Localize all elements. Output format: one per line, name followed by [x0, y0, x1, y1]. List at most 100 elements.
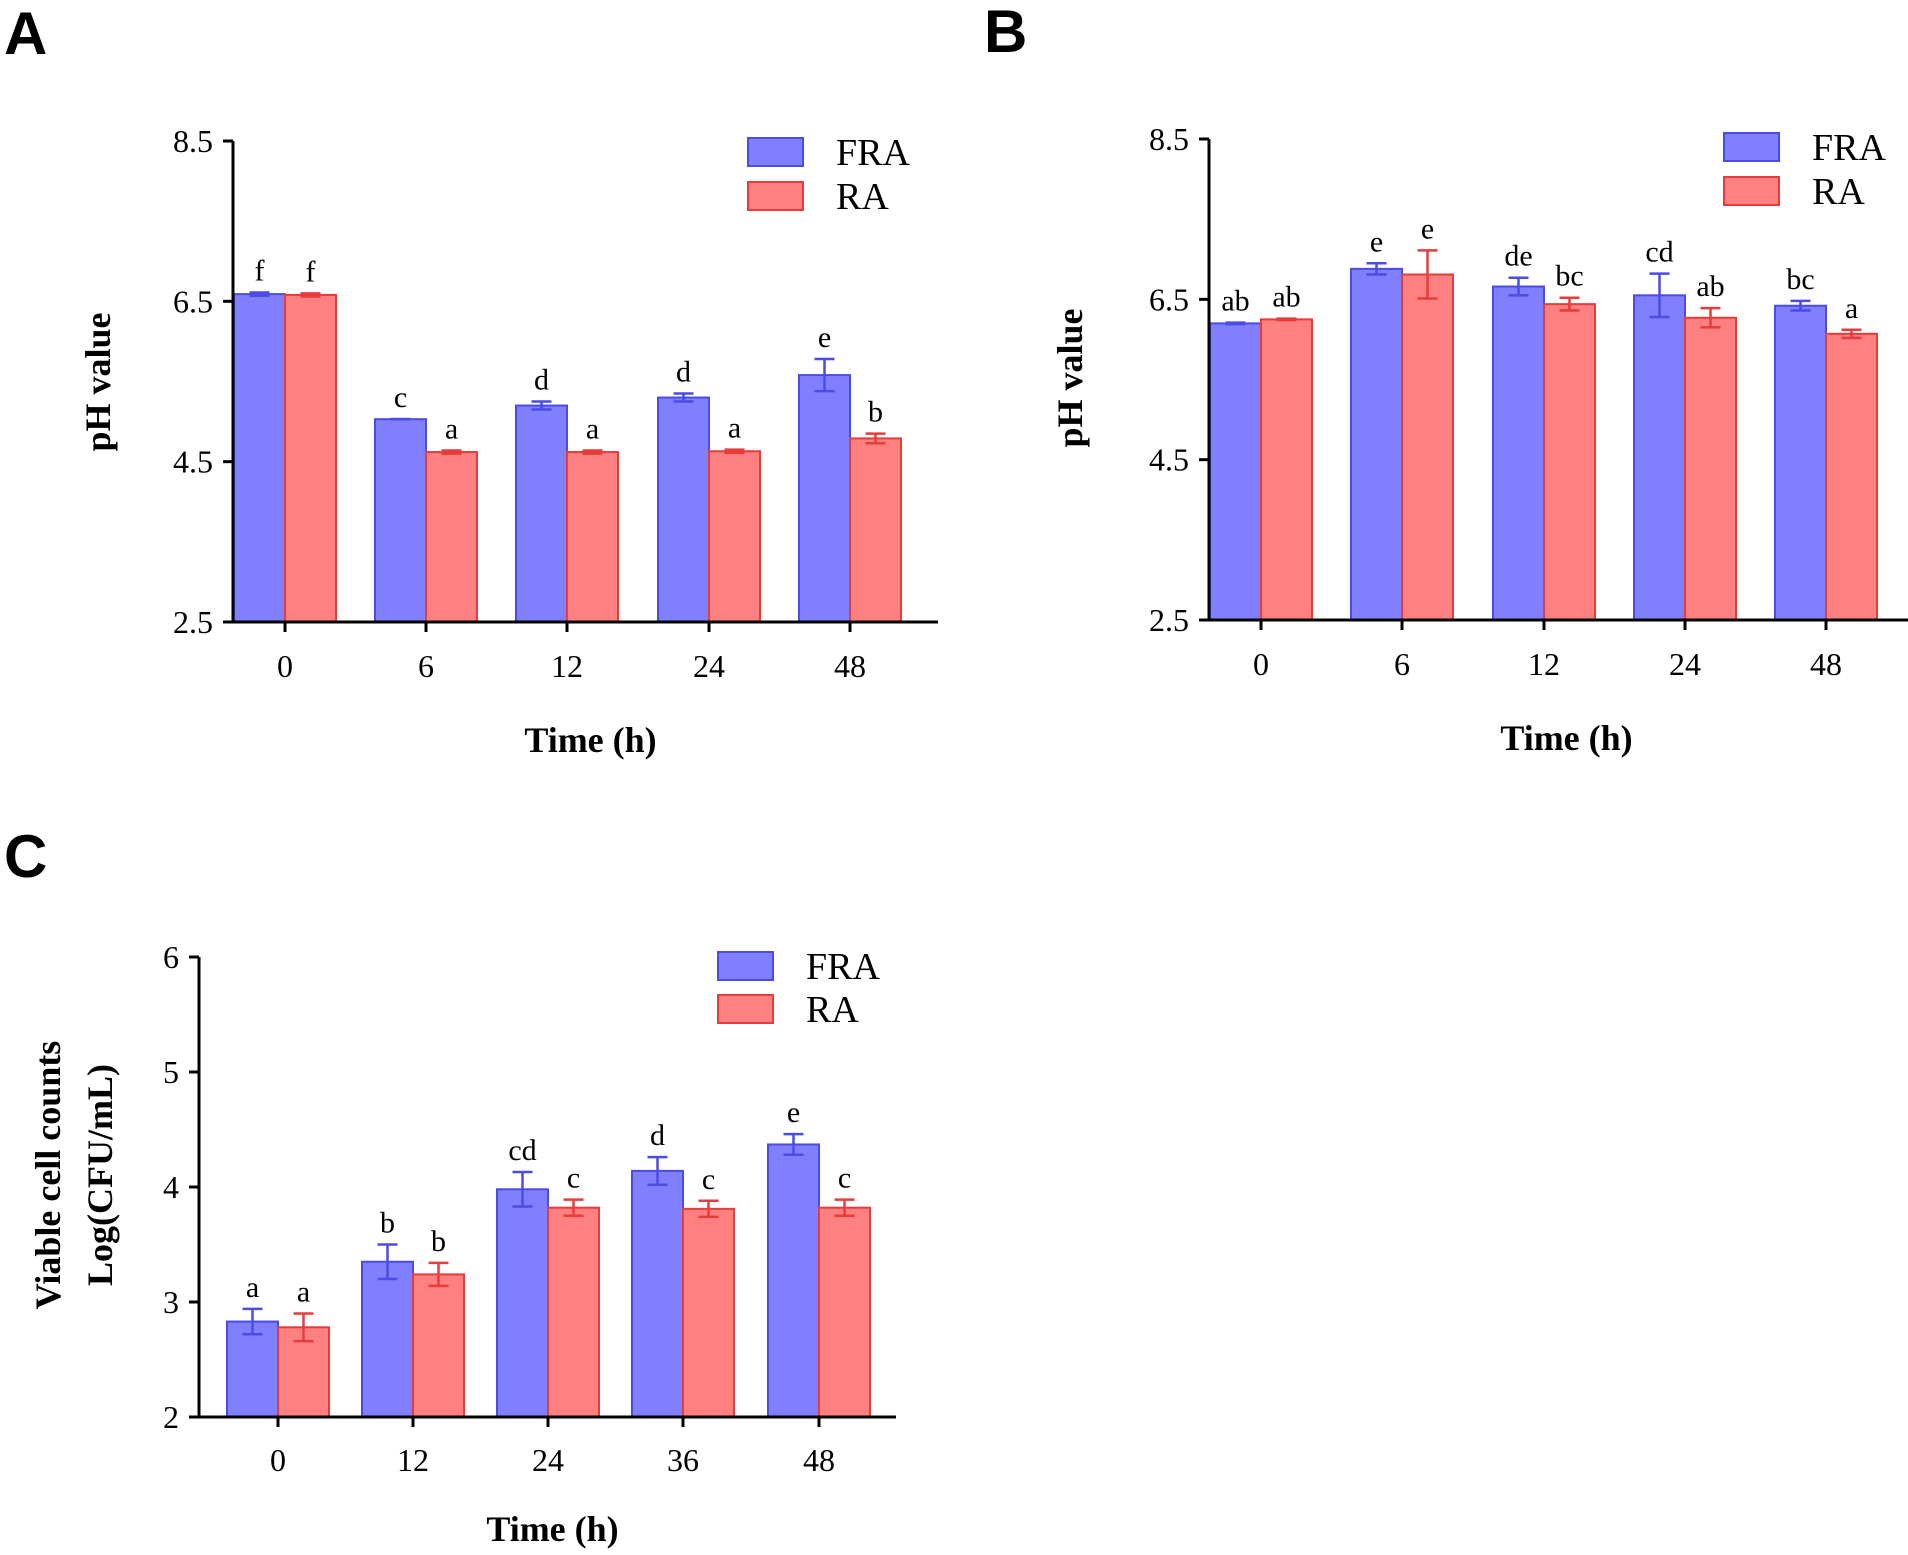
significance-label: a: [246, 1271, 259, 1304]
x-tick-label: 0: [277, 648, 293, 684]
y-tick-label: 4: [163, 1169, 179, 1205]
significance-label: d: [534, 364, 549, 397]
x-tick-label: 6: [1394, 646, 1410, 682]
legend-swatch-fra: [717, 951, 774, 981]
significance-label: a: [728, 412, 741, 445]
bar-ra-12: [566, 451, 619, 623]
significance-label: ab: [1221, 285, 1249, 318]
x-tick-label: 0: [1253, 646, 1269, 682]
significance-label: d: [676, 356, 691, 389]
x-tick-label: 48: [803, 1442, 835, 1478]
bar-fra-48: [1774, 304, 1827, 621]
bar-ra-6: [425, 451, 478, 623]
y-tick-label: 2.5: [173, 604, 213, 640]
bar-fra-12: [515, 404, 568, 623]
legend-swatch-ra: [1723, 176, 1780, 206]
significance-label: ab: [1272, 281, 1300, 314]
x-tick-label: 12: [551, 648, 583, 684]
panel-letter-b: B: [984, 0, 1027, 65]
legend-swatch-ra: [717, 994, 774, 1024]
significance-label: c: [567, 1162, 580, 1195]
legend-label-fra: FRA: [806, 946, 880, 988]
x-tick-label: 12: [397, 1442, 429, 1478]
bar-fra-24: [657, 396, 710, 623]
significance-label: ab: [1696, 270, 1724, 303]
bar-fra-36: [631, 1169, 684, 1419]
y-tick-label: 2.5: [1149, 602, 1189, 638]
y-tick-label: 6: [163, 939, 179, 975]
bar-ra-0: [284, 293, 337, 623]
significance-label: d: [650, 1119, 665, 1152]
panel-letter-c: C: [4, 823, 47, 890]
significance-label: b: [431, 1225, 446, 1258]
significance-label: c: [394, 381, 407, 414]
y-tick-label: 6.5: [173, 283, 213, 319]
significance-label: e: [1421, 212, 1434, 245]
bar-ra-0: [1260, 318, 1313, 621]
y-tick-label: 5: [163, 1054, 179, 1090]
significance-label: e: [818, 321, 831, 354]
bar-ra-48: [1825, 332, 1878, 621]
legend-label-ra: RA: [836, 176, 889, 218]
bar-fra-6: [1350, 267, 1403, 621]
x-tick-label: 24: [1669, 646, 1701, 682]
y-tick-label: 8.5: [1149, 121, 1189, 157]
bar-ra-6: [1401, 273, 1454, 621]
bar-fra-0: [1209, 322, 1262, 621]
significance-label: e: [787, 1096, 800, 1129]
panel-c: C a b cd d e a b c c c 2 3 4 5 6 0 12 24 36 48 Time (h) Viabl…: [4, 823, 896, 1549]
legend-label-ra: RA: [806, 989, 859, 1031]
significance-label: de: [1504, 240, 1532, 273]
significance-label: b: [380, 1207, 395, 1240]
significance-label: a: [297, 1276, 310, 1309]
x-tick-label: 36: [667, 1442, 699, 1478]
bar-fra-12: [361, 1260, 414, 1418]
bar-fra-0: [226, 1320, 279, 1419]
x-tick-label: 24: [693, 648, 725, 684]
panel-letter-a: A: [4, 0, 47, 67]
significance-label: bc: [1555, 260, 1583, 293]
bar-fra-24: [496, 1188, 549, 1419]
legend-swatch-fra: [747, 137, 804, 167]
significance-label: cd: [1645, 236, 1673, 269]
y-tick-label: 4.5: [1149, 442, 1189, 478]
y-axis-title: Log(CFU/mL): [80, 1064, 120, 1286]
bar-fra-48: [798, 374, 851, 623]
bar-ra-48: [818, 1206, 871, 1418]
bar-ra-24: [708, 450, 761, 623]
y-tick-label: 6.5: [1149, 281, 1189, 317]
x-tick-label: 48: [834, 648, 866, 684]
panel-a: A f c d d e f a a a b 2.5 4.5 6.5 8.5 0 6 12 24 48 Time (h)…: [4, 0, 938, 760]
y-axis-title: Viable cell counts: [28, 1041, 68, 1310]
y-tick-label: 8.5: [173, 123, 213, 159]
bar-fra-24: [1633, 294, 1686, 621]
y-axis-title: pH value: [1050, 308, 1090, 447]
significance-label: a: [586, 412, 599, 445]
significance-label: f: [306, 255, 316, 288]
legend-label-ra: RA: [1812, 171, 1865, 213]
bar-fra-0: [233, 293, 286, 623]
x-tick-label: 12: [1528, 646, 1560, 682]
x-tick-label: 48: [1810, 646, 1842, 682]
bar-ra-24: [1684, 316, 1737, 621]
significance-label: a: [445, 412, 458, 445]
x-axis-title: Time (h): [524, 720, 656, 760]
bar-ra-24: [547, 1206, 600, 1418]
significance-label: b: [868, 396, 883, 429]
x-tick-label: 24: [532, 1442, 564, 1478]
significance-label: e: [1370, 225, 1383, 258]
bar-fra-48: [767, 1143, 820, 1418]
significance-label: c: [702, 1163, 715, 1196]
legend-swatch-ra: [747, 181, 804, 211]
bar-ra-12: [412, 1273, 465, 1419]
legend-swatch-fra: [1723, 132, 1780, 162]
panel-b: B ab e de cd bc ab e bc ab a 2.5 4.5 6.5 8.5 0 6 12 24 48 T…: [984, 0, 1908, 758]
x-tick-label: 0: [270, 1442, 286, 1478]
y-tick-label: 4.5: [173, 444, 213, 480]
bar-ra-48: [849, 437, 902, 623]
bar-ra-12: [1543, 303, 1596, 621]
x-axis-title: Time (h): [486, 1509, 618, 1549]
significance-label: cd: [508, 1134, 536, 1167]
x-axis-title: Time (h): [1500, 718, 1632, 758]
